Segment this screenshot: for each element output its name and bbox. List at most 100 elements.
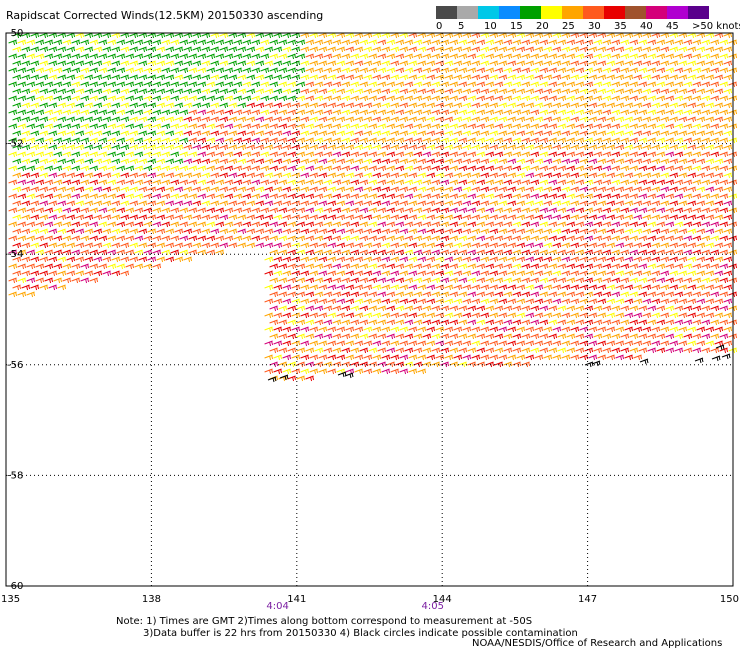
wind-barb [575, 235, 585, 242]
wind-barb [723, 116, 733, 123]
wind-barb [476, 263, 486, 270]
wind-barb [512, 67, 522, 74]
wind-barb [426, 340, 436, 347]
wind-barb [557, 193, 567, 200]
wind-barb [629, 81, 639, 88]
wind-barb [534, 228, 544, 235]
wind-barb [264, 340, 274, 347]
wind-barb [417, 298, 427, 305]
wind-barb [552, 158, 562, 165]
wind-barb [390, 46, 400, 53]
wind-barb [444, 186, 454, 193]
wind-barb [372, 326, 382, 333]
wind-barb [318, 144, 328, 151]
wind-barb [462, 144, 472, 151]
wind-barb [404, 319, 414, 326]
wind-barb [395, 347, 405, 354]
wind-barb [719, 319, 729, 326]
wind-barb [93, 256, 103, 263]
wind-barb [399, 158, 409, 165]
wind-barb [53, 151, 63, 158]
wind-barb [183, 60, 193, 67]
wind-barb [692, 165, 702, 172]
wind-barb [701, 67, 711, 74]
wind-barb [669, 326, 679, 333]
wind-barb [494, 291, 504, 298]
wind-barb [561, 340, 571, 347]
wind-barb [291, 172, 301, 179]
wind-barb [485, 305, 495, 312]
wind-barb [80, 207, 90, 214]
wind-barb [476, 235, 486, 242]
wind-barb [120, 228, 130, 235]
wind-barb [381, 130, 391, 137]
wind-barb [323, 39, 333, 46]
wind-barb [17, 137, 27, 144]
wind-barb [485, 39, 495, 46]
wind-barb [327, 186, 337, 193]
wind-barb [408, 242, 418, 249]
wind-barb [363, 326, 373, 333]
wind-barb [354, 284, 364, 291]
wind-barb [615, 158, 625, 165]
wind-barb [462, 312, 472, 319]
wind-barb [359, 347, 369, 354]
wind-barb [188, 81, 198, 88]
wind-barb [471, 46, 481, 53]
wind-barb [327, 130, 337, 137]
wind-barb [606, 298, 616, 305]
wind-barb [633, 46, 643, 53]
wind-barb [48, 46, 58, 53]
wind-barb [57, 60, 67, 67]
wind-barb [705, 60, 715, 67]
wind-barb [431, 333, 441, 340]
wind-barb [53, 249, 63, 256]
wind-barb [638, 347, 648, 354]
wind-barb [413, 53, 423, 60]
wind-barb [278, 235, 288, 242]
wind-barb [71, 53, 81, 60]
wind-barb [179, 249, 189, 256]
wind-barb [354, 354, 364, 361]
wind-barb [156, 228, 166, 235]
wind-barb [647, 53, 657, 60]
wind-barb [597, 88, 607, 95]
wind-barb [507, 214, 517, 221]
wind-barb [282, 60, 292, 67]
wind-barb [723, 74, 733, 81]
wind-barb [287, 207, 297, 214]
wind-barb [570, 60, 580, 67]
wind-barb [462, 256, 472, 263]
wind-barb [633, 256, 643, 263]
wind-barb [336, 158, 346, 165]
wind-barb [696, 242, 706, 249]
wind-barb [116, 109, 126, 116]
wind-barb [152, 53, 162, 60]
wind-barb [408, 228, 418, 235]
wind-barb [408, 214, 418, 221]
wind-barb [264, 256, 274, 263]
wind-barb [165, 158, 175, 165]
wind-barb [314, 333, 324, 340]
wind-barb [615, 312, 625, 319]
wind-barb [165, 144, 175, 151]
wind-barb [624, 60, 634, 67]
wind-barb [692, 179, 702, 186]
wind-barb [71, 207, 81, 214]
wind-barb [323, 263, 333, 270]
wind-barb [633, 60, 643, 67]
wind-barb [701, 221, 711, 228]
wind-barb [134, 263, 144, 270]
wind-barb [579, 158, 589, 165]
wind-barb [584, 249, 594, 256]
wind-barb [368, 95, 378, 102]
wind-barb [120, 214, 130, 221]
wind-barb [368, 319, 378, 326]
wind-barb [44, 109, 54, 116]
wind-barb [692, 95, 702, 102]
wind-barb [192, 242, 202, 249]
wind-barb [494, 193, 504, 200]
wind-barb [399, 172, 409, 179]
wind-barb [624, 88, 634, 95]
wind-barb [26, 179, 36, 186]
